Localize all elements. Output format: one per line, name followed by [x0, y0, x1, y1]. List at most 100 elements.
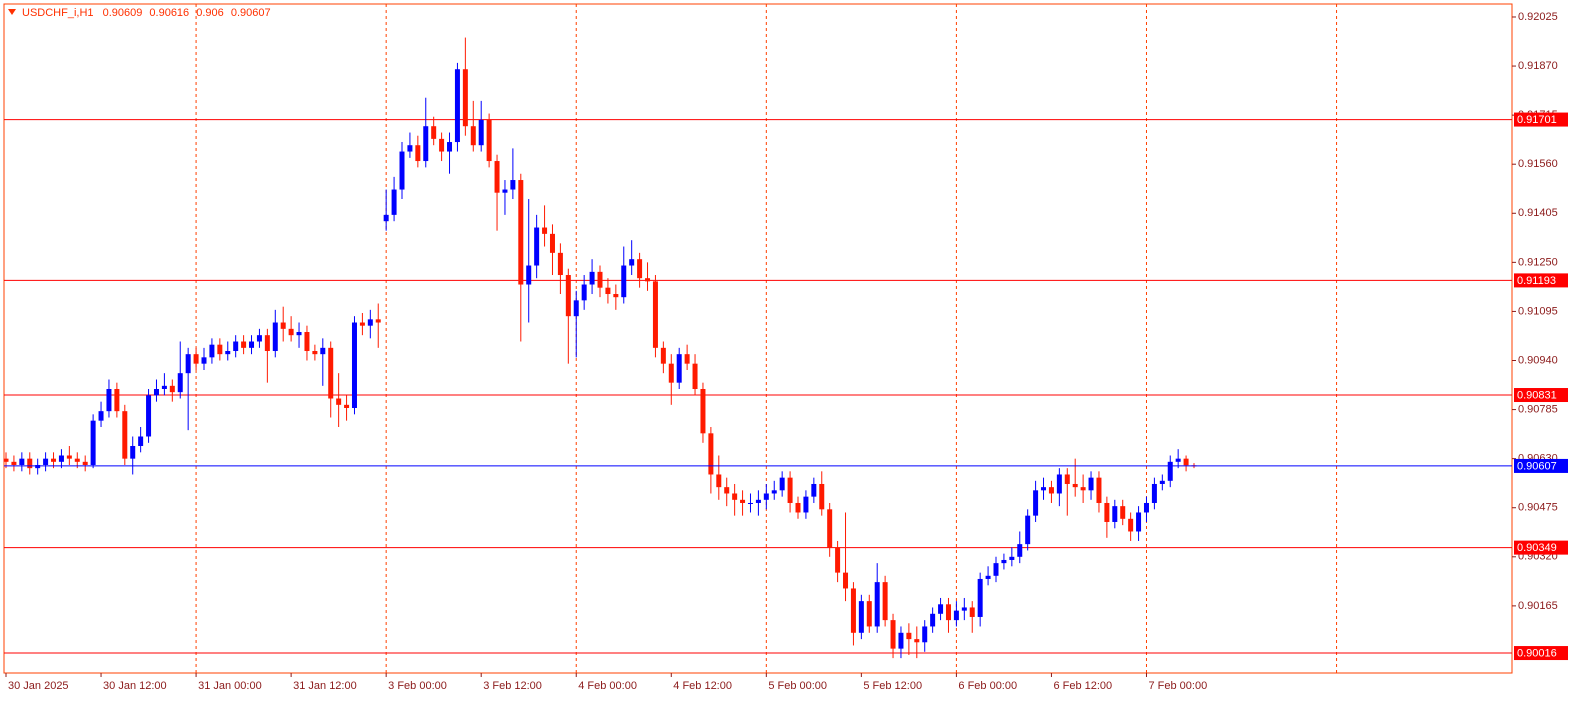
candle-body — [969, 607, 975, 617]
y-tick-label: 0.90785 — [1518, 403, 1558, 415]
candle-body — [945, 604, 951, 621]
candle-body — [1025, 515, 1031, 545]
plot-frame — [3, 3, 1513, 674]
candle-body — [526, 265, 532, 285]
candle-body — [502, 189, 508, 193]
candle-body — [1183, 458, 1189, 466]
candle-body — [138, 436, 144, 446]
candle-body — [383, 214, 389, 222]
candle-body — [264, 335, 270, 352]
candle-body — [835, 547, 841, 573]
candle-body — [692, 363, 698, 389]
candle-body — [43, 458, 49, 465]
candle-body — [272, 322, 278, 352]
candle-body — [439, 138, 445, 152]
candle-body — [462, 69, 468, 127]
candle-body — [106, 388, 112, 412]
symbol: USDCHF_i,H1 — [22, 7, 94, 19]
candle-body — [573, 300, 579, 317]
candle-body — [193, 354, 199, 364]
candle-body — [359, 322, 365, 326]
x-tick-label: 3 Feb 00:00 — [388, 680, 447, 692]
candle-body — [613, 294, 619, 298]
candle-body — [1104, 502, 1110, 522]
candle-body — [312, 351, 318, 355]
candle-body — [161, 385, 167, 389]
candle-body — [328, 347, 334, 399]
candle-body — [819, 483, 825, 510]
level-label-box — [1514, 112, 1568, 127]
candle-body — [605, 287, 611, 295]
candle-body — [534, 227, 540, 266]
ohlc-open: 0.90609 — [103, 7, 143, 19]
candle-body — [771, 490, 777, 494]
candle-body — [130, 445, 136, 459]
candle-body — [407, 145, 413, 152]
candle-body — [589, 271, 595, 285]
header-arrow — [8, 9, 16, 15]
x-tick-label: 7 Feb 00:00 — [1148, 680, 1207, 692]
candle-body — [296, 332, 302, 336]
candle-body — [51, 458, 57, 462]
candle-body — [890, 620, 896, 649]
candle-body — [716, 474, 722, 488]
ohlc-close: 0.90607 — [231, 7, 271, 19]
candle-body — [953, 610, 959, 621]
price-label: 0.90607 — [1517, 460, 1557, 472]
y-tick-label: 0.91250 — [1518, 256, 1558, 268]
x-tick-label: 5 Feb 12:00 — [863, 680, 922, 692]
candle-body — [858, 601, 864, 633]
candle-body — [288, 328, 294, 336]
candle-body — [98, 411, 104, 421]
x-tick-label: 3 Feb 12:00 — [483, 680, 542, 692]
candle-body — [684, 354, 690, 364]
x-tick-label: 6 Feb 12:00 — [1053, 680, 1112, 692]
candle-body — [740, 499, 746, 503]
candle-body — [906, 632, 912, 640]
candle-body — [977, 578, 983, 617]
x-tick-label: 31 Jan 00:00 — [198, 680, 262, 692]
candle-body — [549, 233, 555, 253]
candle-body — [1143, 502, 1149, 513]
y-tick-label: 0.91405 — [1518, 207, 1558, 219]
candle-body — [755, 499, 761, 503]
y-tick-label: 0.90165 — [1518, 600, 1558, 612]
candle-body — [938, 604, 944, 614]
candle-body — [114, 388, 120, 412]
candle-body — [391, 189, 397, 215]
candle-body — [645, 278, 651, 282]
candle-body — [1120, 506, 1126, 519]
candle-body — [225, 351, 231, 355]
candle-body — [304, 332, 310, 352]
candle-body — [1033, 490, 1039, 516]
candle-body — [874, 582, 880, 627]
x-tick-label: 6 Feb 00:00 — [958, 680, 1017, 692]
candle-body — [1048, 487, 1054, 494]
candle-body — [1056, 474, 1062, 494]
candle-body — [795, 502, 801, 513]
ohlc-low: 0.906 — [196, 7, 224, 19]
candle-body — [1041, 487, 1047, 491]
candle-body — [747, 502, 753, 504]
y-tick-label: 0.91095 — [1518, 305, 1558, 317]
candle-body — [518, 180, 524, 285]
level-label: 0.90016 — [1517, 647, 1557, 659]
candle-body — [581, 284, 587, 301]
x-tick-label: 31 Jan 12:00 — [293, 680, 357, 692]
candle-body — [185, 354, 191, 374]
candle-body — [122, 411, 128, 459]
x-tick-label: 4 Feb 12:00 — [673, 680, 732, 692]
y-tick-label: 0.92025 — [1518, 11, 1558, 23]
candle-body — [494, 161, 500, 193]
ohlc-high: 0.90616 — [149, 7, 189, 19]
candle-body — [90, 420, 96, 465]
candle-body — [146, 395, 152, 437]
candle-body — [351, 322, 357, 408]
candle-body — [399, 151, 405, 190]
candle-body — [241, 341, 247, 348]
candle-body — [637, 259, 643, 279]
candle-body — [58, 455, 64, 462]
candle-body — [787, 477, 793, 503]
candle-body — [1017, 544, 1023, 557]
